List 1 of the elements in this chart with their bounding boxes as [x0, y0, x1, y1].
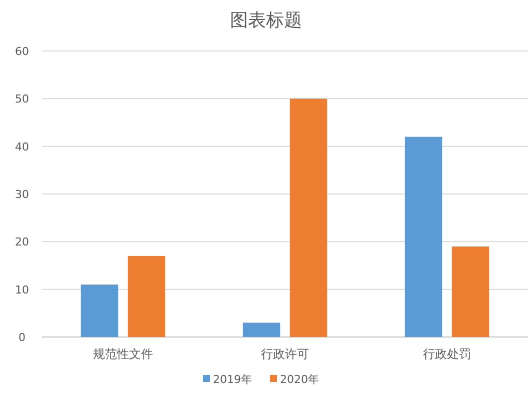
title: 图表标题: [230, 10, 302, 31]
